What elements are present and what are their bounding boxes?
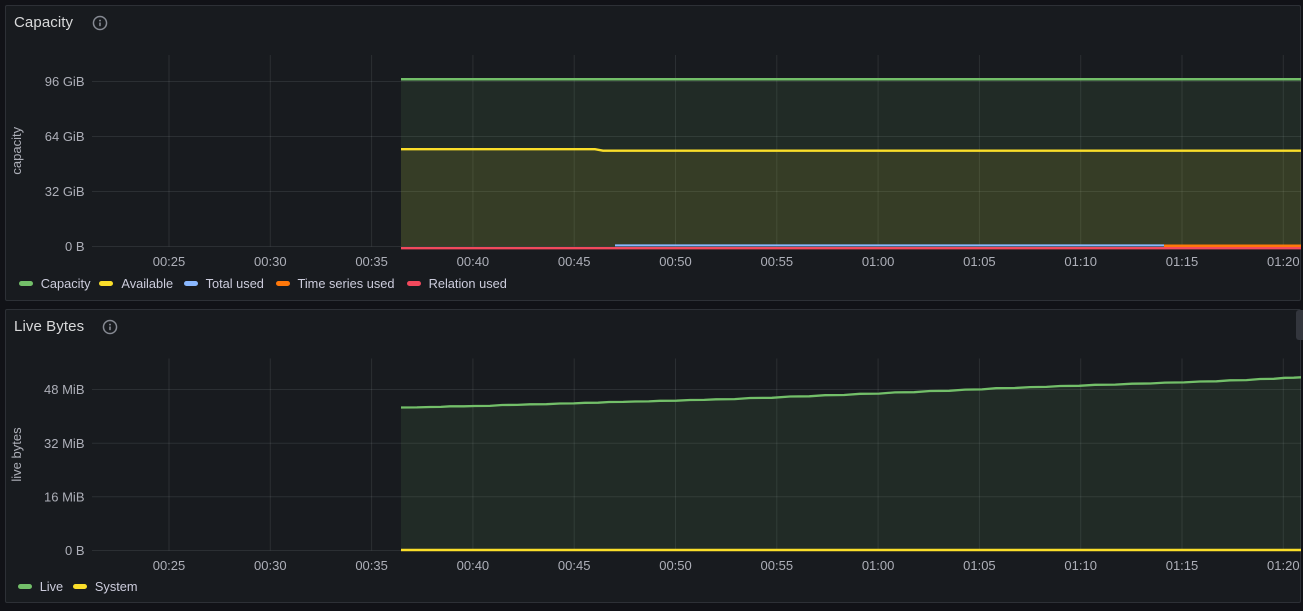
svg-text:live bytes: live bytes [9, 427, 24, 482]
svg-text:01:00: 01:00 [862, 254, 895, 269]
svg-text:01:05: 01:05 [963, 558, 996, 573]
svg-text:01:15: 01:15 [1166, 558, 1199, 573]
svg-text:00:25: 00:25 [153, 558, 186, 573]
svg-text:01:10: 01:10 [1064, 254, 1097, 269]
svg-text:00:45: 00:45 [558, 254, 591, 269]
svg-text:32 MiB: 32 MiB [44, 436, 84, 451]
svg-text:01:10: 01:10 [1064, 558, 1097, 573]
svg-text:00:40: 00:40 [457, 254, 490, 269]
svg-text:00:50: 00:50 [659, 254, 692, 269]
svg-text:32 GiB: 32 GiB [45, 184, 85, 199]
svg-text:00:40: 00:40 [457, 558, 490, 573]
svg-text:00:35: 00:35 [355, 254, 388, 269]
svg-text:00:50: 00:50 [659, 558, 692, 573]
svg-text:00:30: 00:30 [254, 558, 287, 573]
svg-text:0 B: 0 B [65, 543, 85, 558]
svg-text:16 MiB: 16 MiB [44, 489, 84, 504]
svg-text:00:45: 00:45 [558, 558, 591, 573]
svg-text:96 GiB: 96 GiB [45, 74, 85, 89]
svg-text:01:00: 01:00 [862, 558, 895, 573]
svg-text:01:20: 01:20 [1267, 558, 1300, 573]
svg-text:01:05: 01:05 [963, 254, 996, 269]
svg-text:capacity: capacity [9, 126, 24, 174]
svg-text:00:35: 00:35 [355, 558, 388, 573]
svg-text:64 GiB: 64 GiB [45, 129, 85, 144]
svg-text:00:30: 00:30 [254, 254, 287, 269]
svg-text:00:55: 00:55 [761, 254, 794, 269]
svg-text:01:20: 01:20 [1267, 254, 1300, 269]
svg-text:00:25: 00:25 [153, 254, 186, 269]
svg-text:48 MiB: 48 MiB [44, 382, 84, 397]
svg-text:0 B: 0 B [65, 239, 85, 254]
svg-text:01:15: 01:15 [1166, 254, 1199, 269]
svg-text:00:55: 00:55 [761, 558, 794, 573]
